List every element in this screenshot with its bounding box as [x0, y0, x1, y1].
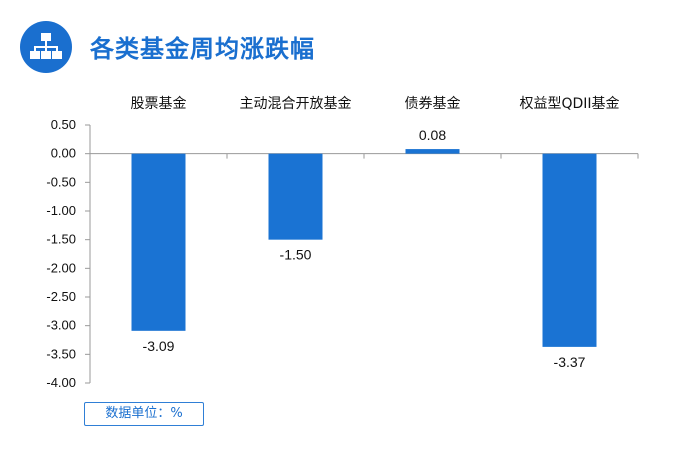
- y-tick-label: -3.50: [46, 346, 76, 361]
- hierarchy-icon: [20, 21, 72, 73]
- y-tick-label: 0.50: [51, 117, 76, 132]
- data-label: -1.50: [280, 247, 312, 263]
- category-label: 债券基金: [405, 95, 461, 112]
- unit-label: 数据单位：%: [84, 402, 204, 426]
- y-tick-label: -1.50: [46, 232, 76, 247]
- category-label: 股票基金: [131, 95, 187, 112]
- category-label: 主动混合开放基金: [240, 95, 352, 112]
- data-label: -3.37: [554, 354, 586, 370]
- data-label: 0.08: [419, 127, 446, 143]
- y-tick-label: -4.00: [46, 375, 76, 390]
- category-label: 权益型QDII基金: [519, 95, 619, 112]
- bar: [131, 153, 186, 331]
- bar: [268, 153, 323, 240]
- y-tick-label: -2.00: [46, 260, 76, 275]
- data-label: -3.09: [143, 338, 175, 354]
- y-tick-label: 0.00: [51, 146, 76, 161]
- y-tick-label: -0.50: [46, 174, 76, 189]
- chart-title: 各类基金周均涨跌幅: [90, 35, 315, 63]
- chart-header: 各类基金周均涨跌幅: [20, 20, 660, 80]
- bar: [542, 153, 597, 347]
- y-tick-label: -2.50: [46, 289, 76, 304]
- y-tick-label: -1.00: [46, 203, 76, 218]
- bar: [405, 149, 460, 154]
- y-tick-label: -3.00: [46, 318, 76, 333]
